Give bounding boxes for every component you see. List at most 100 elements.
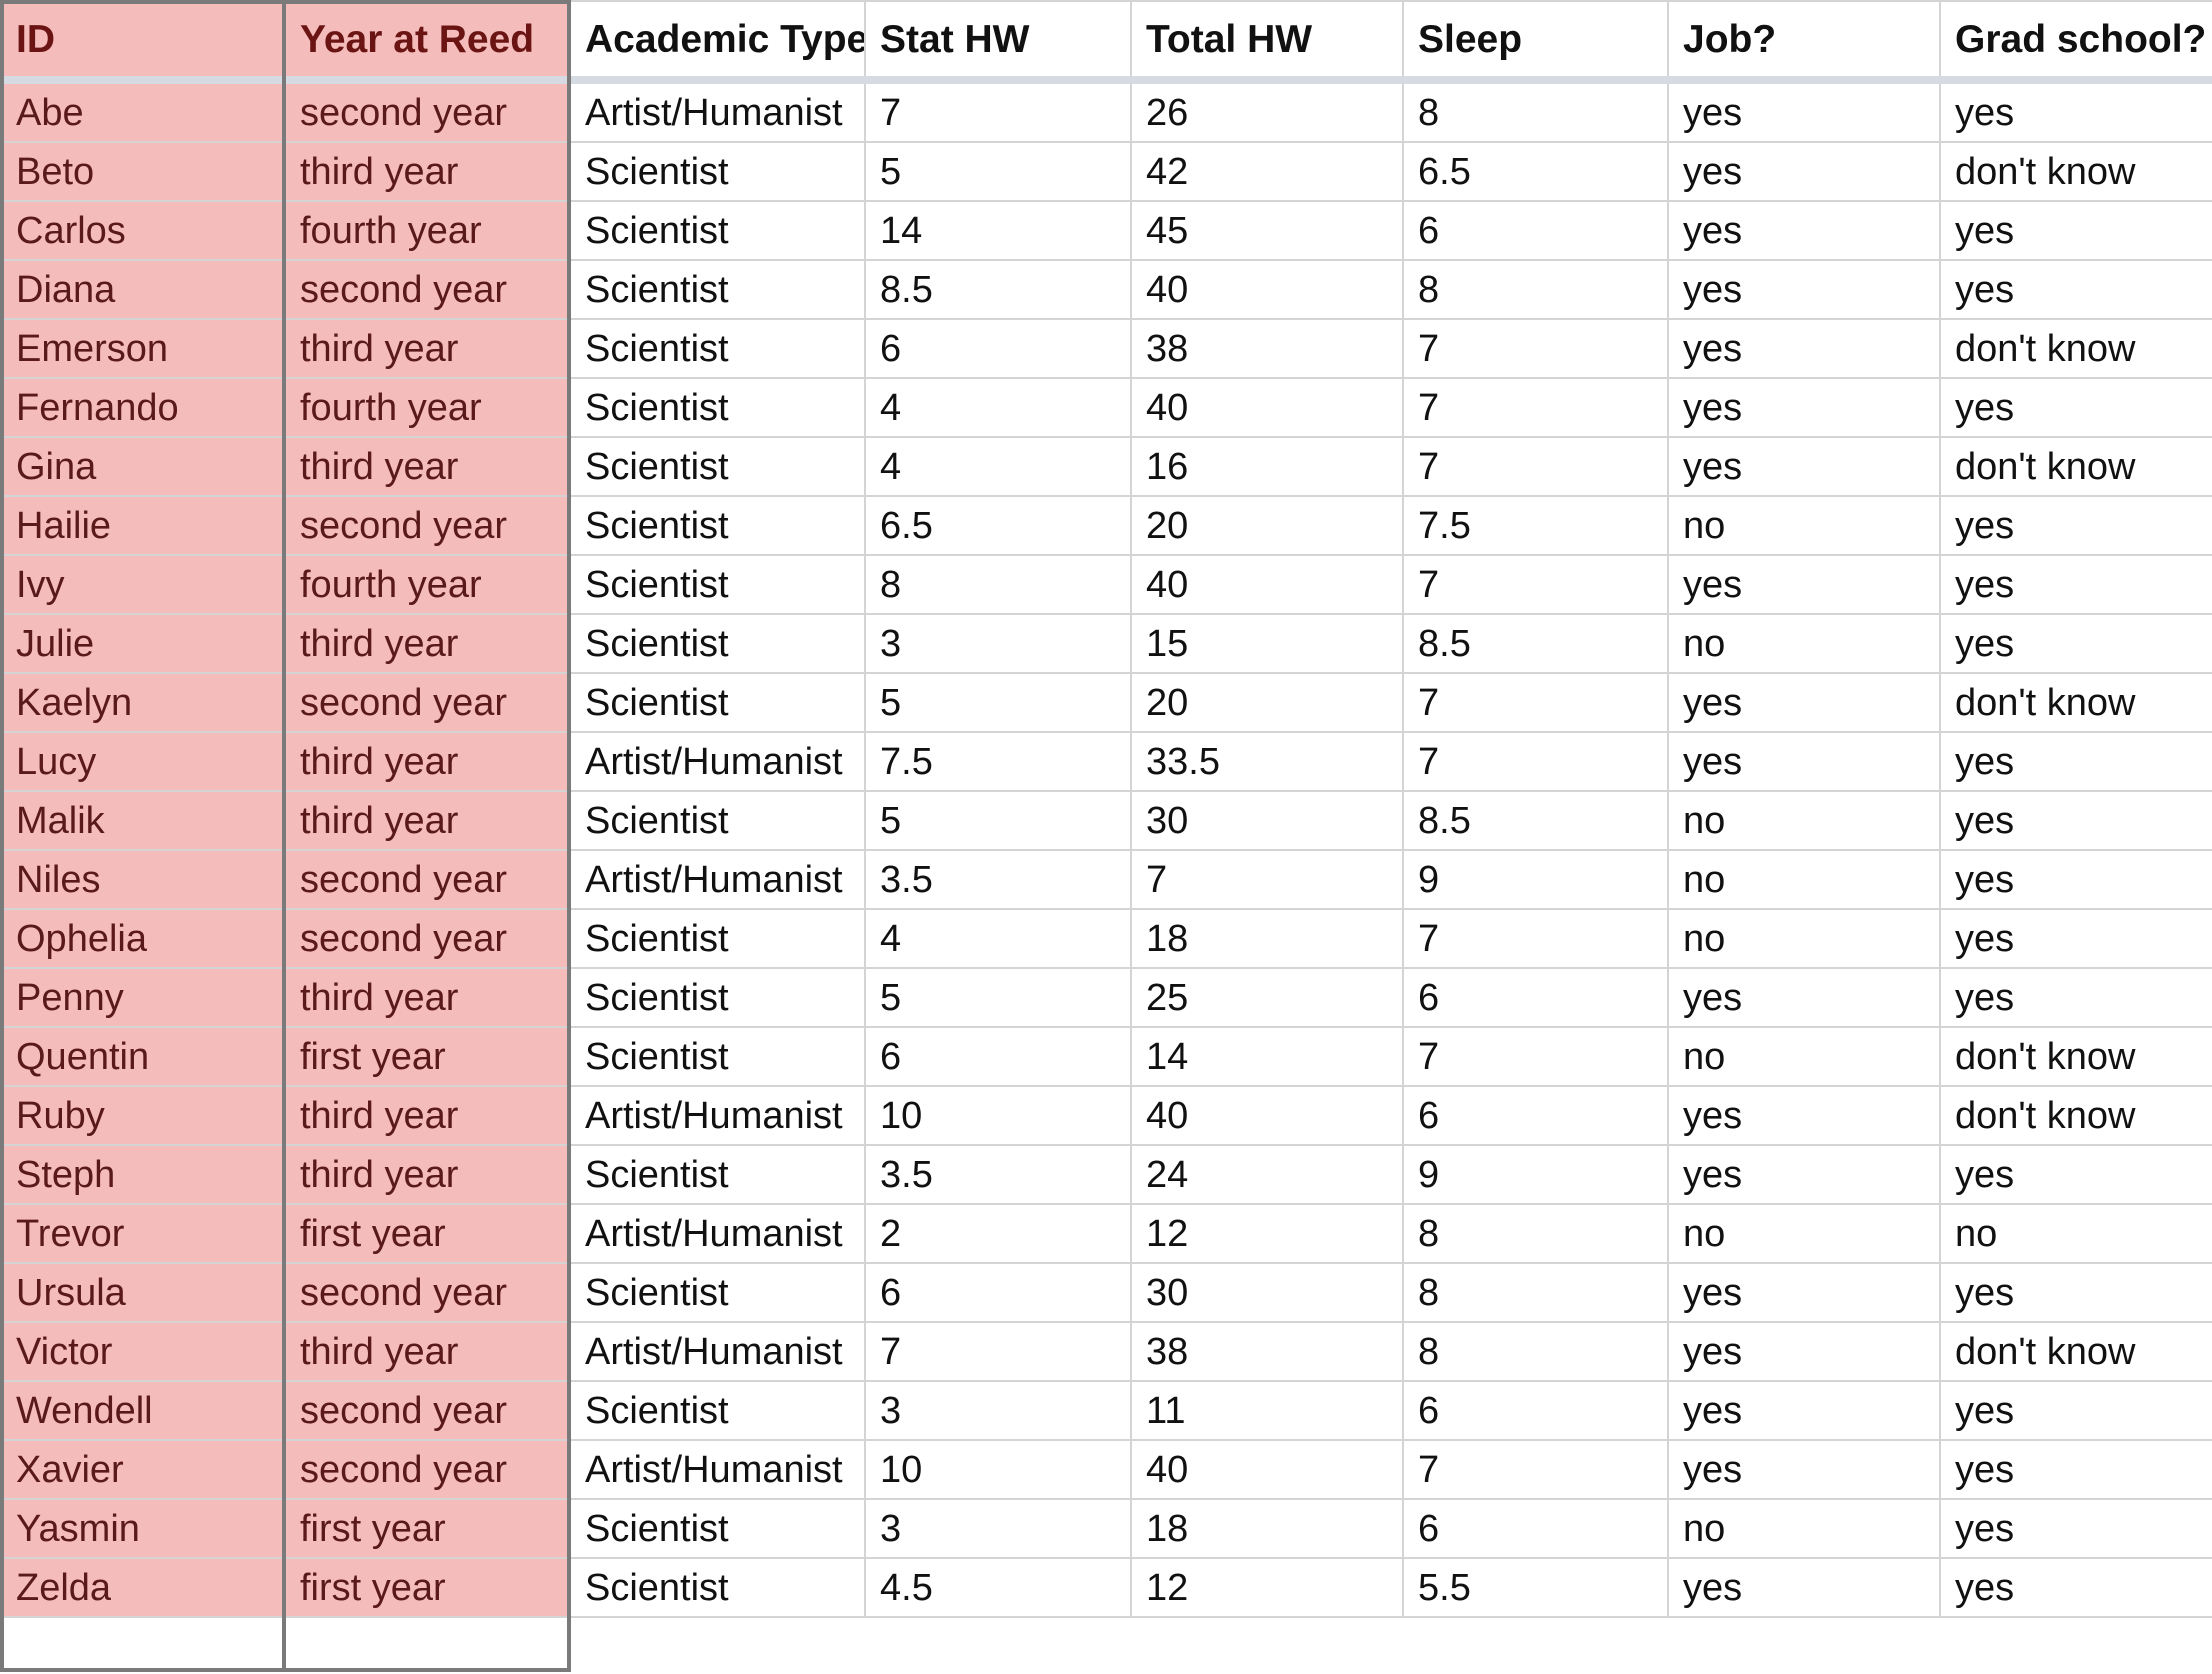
cell-academic-type[interactable]: Artist/Humanist [569, 79, 866, 143]
cell-sleep[interactable]: 6 [1402, 1380, 1669, 1441]
column-header-academic-type[interactable]: Academic Type [569, 0, 866, 84]
cell-job[interactable]: yes [1667, 1144, 1941, 1205]
cell-grad-school[interactable]: yes [1939, 908, 2212, 969]
cell-job[interactable]: yes [1667, 79, 1941, 143]
cell-stat-hw[interactable]: 8.5 [864, 259, 1132, 320]
cell-id[interactable]: Julie [0, 613, 286, 674]
cell-id[interactable]: Ruby [0, 1085, 286, 1146]
cell-sleep[interactable]: 8 [1402, 1262, 1669, 1323]
cell-year-at-reed[interactable]: first year [284, 1498, 571, 1559]
cell-job[interactable]: yes [1667, 1380, 1941, 1441]
cell-id[interactable]: Abe [0, 79, 286, 143]
cell-sleep[interactable]: 6 [1402, 1085, 1669, 1146]
cell-grad-school[interactable]: yes [1939, 554, 2212, 615]
cell-stat-hw[interactable]: 6 [864, 1262, 1132, 1323]
cell-sleep[interactable]: 7 [1402, 1439, 1669, 1500]
cell-academic-type[interactable]: Artist/Humanist [569, 849, 866, 910]
cell-year-at-reed[interactable]: third year [284, 613, 571, 674]
cell-sleep[interactable]: 7 [1402, 318, 1669, 379]
cell-job[interactable]: no [1667, 908, 1941, 969]
cell-academic-type[interactable]: Scientist [569, 613, 866, 674]
cell-id[interactable]: Steph [0, 1144, 286, 1205]
cell-year-at-reed[interactable]: second year [284, 672, 571, 733]
cell-grad-school[interactable]: don't know [1939, 436, 2212, 497]
cell-year-at-reed[interactable]: third year [284, 1321, 571, 1382]
cell-id[interactable]: Gina [0, 436, 286, 497]
cell-year-at-reed[interactable]: third year [284, 1085, 571, 1146]
cell-academic-type[interactable]: Artist/Humanist [569, 1203, 866, 1264]
cell-stat-hw[interactable]: 7.5 [864, 731, 1132, 792]
cell-academic-type[interactable]: Scientist [569, 259, 866, 320]
column-header-sleep[interactable]: Sleep [1402, 0, 1669, 84]
cell-id[interactable]: Hailie [0, 495, 286, 556]
cell-grad-school[interactable]: yes [1939, 200, 2212, 261]
cell-academic-type[interactable]: Artist/Humanist [569, 731, 866, 792]
cell-academic-type[interactable]: Artist/Humanist [569, 1085, 866, 1146]
cell-job[interactable]: no [1667, 1498, 1941, 1559]
cell-id[interactable]: Quentin [0, 1026, 286, 1087]
cell-total-hw[interactable]: 15 [1130, 613, 1404, 674]
cell-total-hw[interactable]: 40 [1130, 259, 1404, 320]
cell-job[interactable]: yes [1667, 141, 1941, 202]
cell-job[interactable]: yes [1667, 1262, 1941, 1323]
cell-academic-type[interactable]: Scientist [569, 672, 866, 733]
cell-year-at-reed[interactable]: second year [284, 849, 571, 910]
cell-academic-type[interactable]: Scientist [569, 377, 866, 438]
cell-total-hw[interactable]: 45 [1130, 200, 1404, 261]
cell-total-hw[interactable]: 12 [1130, 1557, 1404, 1618]
cell-academic-type[interactable]: Scientist [569, 495, 866, 556]
cell-id[interactable]: Diana [0, 259, 286, 320]
cell-grad-school[interactable]: yes [1939, 1144, 2212, 1205]
cell-total-hw[interactable]: 38 [1130, 318, 1404, 379]
cell-year-at-reed[interactable]: first year [284, 1557, 571, 1618]
cell-grad-school[interactable]: yes [1939, 259, 2212, 320]
cell-total-hw[interactable]: 30 [1130, 1262, 1404, 1323]
cell-total-hw[interactable]: 33.5 [1130, 731, 1404, 792]
cell-stat-hw[interactable]: 5 [864, 672, 1132, 733]
cell-academic-type[interactable]: Scientist [569, 200, 866, 261]
cell-job[interactable]: yes [1667, 318, 1941, 379]
cell-grad-school[interactable]: don't know [1939, 1026, 2212, 1087]
cell-grad-school[interactable]: yes [1939, 1439, 2212, 1500]
cell-stat-hw[interactable]: 5 [864, 967, 1132, 1028]
cell-year-at-reed[interactable]: first year [284, 1203, 571, 1264]
cell-year-at-reed[interactable]: fourth year [284, 377, 571, 438]
cell-stat-hw[interactable]: 6.5 [864, 495, 1132, 556]
cell-stat-hw[interactable]: 4 [864, 908, 1132, 969]
cell-grad-school[interactable]: yes [1939, 1498, 2212, 1559]
cell-grad-school[interactable]: yes [1939, 377, 2212, 438]
cell-year-at-reed[interactable]: second year [284, 1380, 571, 1441]
cell-job[interactable]: yes [1667, 672, 1941, 733]
column-header-job[interactable]: Job? [1667, 0, 1941, 84]
cell-academic-type[interactable]: Scientist [569, 436, 866, 497]
cell-stat-hw[interactable]: 8 [864, 554, 1132, 615]
cell-stat-hw[interactable]: 10 [864, 1085, 1132, 1146]
cell-total-hw[interactable]: 40 [1130, 1439, 1404, 1500]
cell-sleep[interactable]: 6.5 [1402, 141, 1669, 202]
cell-id[interactable]: Victor [0, 1321, 286, 1382]
cell-sleep[interactable]: 7 [1402, 436, 1669, 497]
cell-stat-hw[interactable]: 4.5 [864, 1557, 1132, 1618]
cell-id[interactable]: Wendell [0, 1380, 286, 1441]
cell-id[interactable]: Kaelyn [0, 672, 286, 733]
cell-grad-school[interactable]: don't know [1939, 1321, 2212, 1382]
cell-stat-hw[interactable]: 2 [864, 1203, 1132, 1264]
cell-stat-hw[interactable]: 6 [864, 1026, 1132, 1087]
cell-stat-hw[interactable]: 6 [864, 318, 1132, 379]
cell-grad-school[interactable]: no [1939, 1203, 2212, 1264]
cell-sleep[interactable]: 6 [1402, 200, 1669, 261]
cell-sleep[interactable]: 7 [1402, 731, 1669, 792]
cell-year-at-reed[interactable]: third year [284, 1144, 571, 1205]
cell-id[interactable]: Malik [0, 790, 286, 851]
cell-job[interactable]: yes [1667, 1085, 1941, 1146]
cell-job[interactable]: no [1667, 790, 1941, 851]
cell-academic-type[interactable]: Artist/Humanist [569, 1439, 866, 1500]
cell-total-hw[interactable]: 18 [1130, 1498, 1404, 1559]
cell-grad-school[interactable]: yes [1939, 790, 2212, 851]
cell-academic-type[interactable]: Scientist [569, 1380, 866, 1441]
cell-sleep[interactable]: 9 [1402, 1144, 1669, 1205]
cell-id[interactable]: Lucy [0, 731, 286, 792]
cell-job[interactable]: yes [1667, 259, 1941, 320]
cell-total-hw[interactable]: 24 [1130, 1144, 1404, 1205]
column-header-stat-hw[interactable]: Stat HW [864, 0, 1132, 84]
